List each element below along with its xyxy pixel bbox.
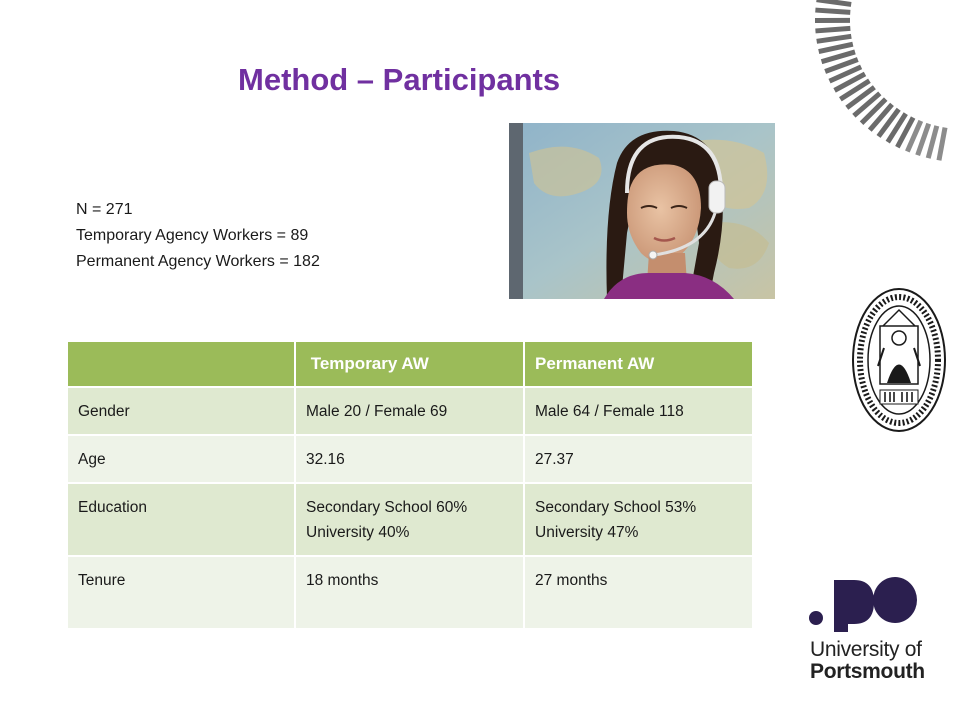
cell-permanent: 27.37 (523, 434, 754, 484)
arc-bar (839, 78, 871, 102)
arc-bar (815, 25, 851, 34)
stat-temporary: Temporary Agency Workers = 89 (76, 227, 309, 244)
cell-temporary: 32.16 (294, 434, 525, 484)
arc-bar (820, 49, 856, 65)
university-seal-logo (852, 288, 946, 432)
university-logo: University of Portsmouth (808, 572, 928, 683)
table-row: Age 32.16 27.37 (66, 434, 754, 484)
arc-bar (885, 112, 908, 144)
cell-permanent: Male 64 / Female 118 (523, 386, 754, 436)
table-row: Tenure 18 months 27 months (66, 555, 754, 630)
cell-temporary: Male 20 / Female 69 (294, 386, 525, 436)
header-temporary-label: Temporary AW (310, 354, 429, 373)
header-empty (66, 340, 296, 388)
cell-permanent: Secondary School 53% University 47% (523, 482, 754, 557)
cell-temporary: Secondary School 60% University 40% (294, 482, 525, 557)
decorative-arc (814, 0, 948, 161)
header-temporary: Temporary AW (294, 340, 525, 388)
arc-bar (925, 125, 940, 159)
row-label: Education (66, 482, 296, 557)
participants-table: Temporary AW Permanent AW Gender Male 20… (66, 340, 754, 630)
header-permanent: Permanent AW (523, 340, 754, 388)
table-row: Gender Male 20 / Female 69 Male 64 / Fem… (66, 386, 754, 436)
university-logo-mark (809, 577, 917, 632)
arc-bar (876, 107, 901, 138)
arc-bar (818, 41, 854, 55)
row-label: Age (66, 434, 296, 484)
arc-bar (852, 91, 882, 118)
arc-bar (895, 116, 916, 149)
arc-bar (815, 7, 851, 15)
arc-bar (833, 71, 867, 93)
arc-bar (816, 0, 852, 7)
cell-permanent: 27 months (523, 555, 754, 630)
row-label: Gender (66, 386, 296, 436)
table-header-row: Temporary AW Permanent AW (66, 340, 754, 388)
university-name-line1: University of (810, 638, 922, 661)
arc-bar (845, 85, 876, 110)
stat-total: N = 271 (76, 201, 133, 218)
arc-bar (824, 57, 859, 74)
slide-title: Method – Participants (238, 62, 561, 97)
stat-permanent: Permanent Agency Workers = 182 (76, 253, 320, 270)
call-center-agent-photo (509, 123, 775, 299)
arc-bar (859, 97, 888, 125)
university-name-line2: Portsmouth (810, 660, 925, 683)
arc-bar (816, 33, 852, 44)
arc-bar (905, 119, 924, 153)
table-row: Education Secondary School 60% Universit… (66, 482, 754, 557)
cell-temporary: 18 months (294, 555, 525, 630)
arc-bar (915, 122, 932, 157)
row-label: Tenure (66, 555, 296, 630)
arc-bar (828, 64, 863, 84)
arc-bar (867, 102, 894, 132)
arc-bar (936, 127, 948, 161)
participant-stats: N = 271 Temporary Agency Workers = 89 Pe… (76, 197, 320, 275)
